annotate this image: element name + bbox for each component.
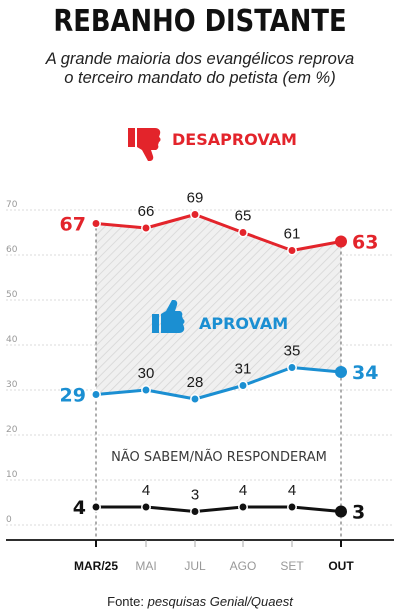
unsure-series-title: NÃO SABEM/NÃO RESPONDERAM	[111, 449, 327, 465]
disapprove-data-label: 69	[187, 190, 204, 207]
x-tick-label: AGO	[230, 559, 257, 573]
disapprove-data-label: 66	[138, 203, 155, 220]
unsure-point	[141, 502, 151, 512]
unsure-point	[190, 506, 200, 517]
y-tick-label: 10	[6, 470, 18, 480]
unsure-data-label: 4	[73, 497, 86, 519]
approve-data-label: 35	[284, 343, 301, 360]
disapprove-data-label: 65	[235, 208, 252, 225]
approve-point	[190, 394, 200, 404]
x-tick-label: MAI	[135, 559, 156, 573]
unsure-point	[335, 505, 347, 518]
approve-point	[141, 385, 151, 395]
thumbs-down-icon	[128, 128, 161, 161]
x-tick-label: MAR/25	[74, 559, 118, 573]
disapprove-line	[95, 213, 342, 252]
disapprove-point	[190, 209, 200, 220]
disapprove-point	[335, 235, 347, 248]
approve-data-label: 31	[235, 361, 252, 378]
x-tick-label: JUL	[184, 559, 206, 573]
disapprove-data-label: 63	[352, 232, 378, 254]
y-tick-label: 50	[6, 290, 18, 300]
approve-data-label: 30	[138, 365, 155, 382]
y-tick-label: 0	[6, 515, 12, 525]
y-tick-label: 60	[6, 245, 18, 255]
unsure-point	[91, 502, 101, 512]
y-tick-label: 30	[6, 380, 18, 390]
hatched-band	[96, 214, 341, 399]
x-tick-label: SET	[280, 559, 304, 573]
unsure-line	[96, 505, 342, 513]
y-tick-label: 40	[6, 335, 18, 345]
disapprove-point	[91, 218, 101, 229]
disapprove-data-label: 61	[284, 226, 301, 243]
approve-data-label: 34	[352, 362, 378, 384]
x-tick-label: OUT	[328, 559, 354, 573]
approve-point	[91, 389, 101, 400]
approve-line	[95, 366, 342, 401]
y-tick-label: 20	[6, 425, 18, 435]
approve-point	[335, 366, 347, 378]
unsure-data-label: 3	[352, 502, 365, 524]
approve-point	[287, 362, 297, 373]
unsure-data-label: 4	[142, 482, 150, 499]
unsure-data-label: 3	[191, 487, 199, 504]
chart-subtitle: A grande maioria dos evangélicos reprova…	[45, 50, 355, 87]
source-note: Fonte: pesquisas Genial/Quaest	[0, 594, 400, 609]
source-name: pesquisas Genial/Quaest	[147, 594, 293, 609]
approve-series-title: APROVAM	[199, 314, 288, 333]
y-tick-label: 70	[6, 200, 18, 210]
disapprove-point	[238, 227, 248, 238]
unsure-data-label: 4	[239, 482, 247, 499]
line-chart: 0 10 20 30 40 50 60 70 MAR/25 MAI JUL AGO SET OUT 67 6…	[6, 128, 394, 573]
unsure-point	[287, 502, 297, 512]
approve-data-label: 28	[187, 374, 204, 391]
unsure-point	[238, 502, 248, 512]
disapprove-data-label: 67	[60, 214, 86, 236]
disapprove-series-title: DESAPROVAM	[172, 130, 297, 149]
disapprove-point	[287, 245, 297, 256]
approve-data-label: 29	[60, 385, 86, 407]
disapprove-point	[141, 223, 151, 233]
source-prefix: Fonte:	[107, 594, 148, 609]
chart-title: REBANHO DISTANTE	[53, 4, 347, 39]
unsure-data-label: 4	[288, 482, 296, 499]
thumbs-up-icon	[152, 300, 185, 333]
approve-point	[238, 380, 248, 391]
